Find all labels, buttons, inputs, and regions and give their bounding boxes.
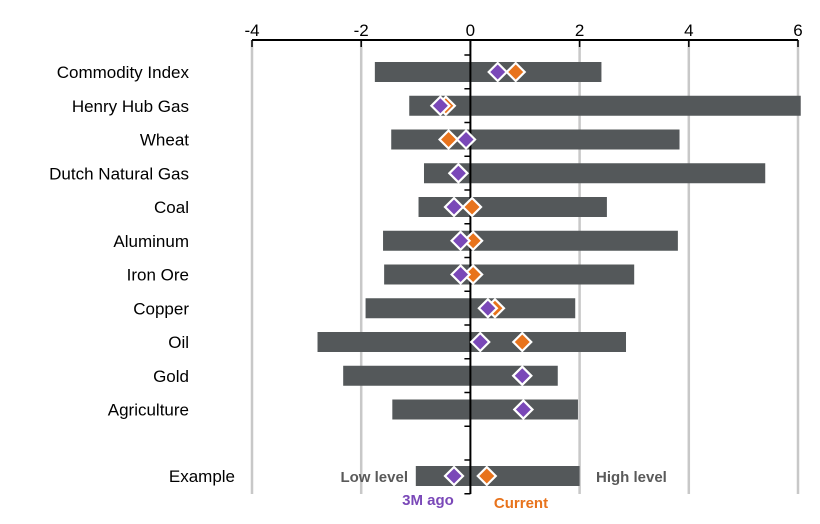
- three-month-ago-marker: [443, 196, 465, 218]
- x-tick-label: 2: [575, 21, 584, 40]
- example-three-month-ago-label: 3M ago: [402, 492, 454, 509]
- category-label: Gold: [153, 367, 189, 386]
- three-month-ago-marker: [487, 61, 509, 83]
- range-bar: [418, 197, 607, 217]
- category-label: Henry Hub Gas: [72, 97, 189, 116]
- current-marker: [505, 61, 527, 83]
- range-bar: [423, 163, 766, 184]
- range-bar: [343, 365, 558, 386]
- three-month-ago-marker: [447, 162, 469, 184]
- x-tick-label: 4: [684, 21, 693, 40]
- three-month-ago-marker: [429, 95, 451, 117]
- three-month-ago-marker: [450, 230, 472, 252]
- example-high-level-label: High level: [596, 469, 667, 486]
- current-marker: [511, 331, 533, 353]
- range-bar: [409, 95, 801, 116]
- labels: -4 -2 0 2 4 6 Commodity Index Henry Hub Gas Whea…: [49, 21, 803, 420]
- x-tick-label: 6: [793, 21, 802, 40]
- range-bar: [384, 264, 635, 285]
- three-month-ago-marker: [469, 331, 491, 353]
- category-label: Agriculture: [108, 401, 189, 420]
- range-bars: [317, 62, 801, 486]
- category-label: Dutch Natural Gas: [49, 164, 189, 183]
- category-label: Commodity Index: [57, 63, 190, 82]
- category-label: Wheat: [140, 131, 189, 150]
- example-three-month-ago-marker: [443, 465, 465, 487]
- example-legend: Example Low level High level 3M ago Current: [169, 467, 667, 512]
- example-current-label: Current: [494, 495, 548, 512]
- current-marker: [461, 196, 483, 218]
- three-month-ago-marker: [450, 263, 472, 286]
- category-label: Coal: [154, 198, 189, 217]
- markers: [429, 61, 534, 487]
- category-label: Copper: [133, 299, 189, 318]
- example-range-bar: [415, 466, 580, 486]
- x-tick-label: -2: [354, 21, 369, 40]
- range-bar: [391, 129, 680, 150]
- category-label: Iron Ore: [127, 266, 189, 285]
- range-bar: [383, 230, 678, 251]
- range-bar: [392, 399, 578, 420]
- current-marker: [438, 128, 460, 151]
- example-label: Example: [169, 467, 235, 486]
- three-month-ago-marker: [512, 398, 534, 421]
- three-month-ago-marker: [477, 297, 499, 319]
- example-current-marker: [476, 465, 498, 487]
- three-month-ago-marker: [455, 128, 477, 151]
- category-label: Oil: [168, 333, 189, 352]
- x-tick-label: -4: [244, 21, 259, 40]
- x-tick-label: 0: [466, 21, 475, 40]
- three-month-ago-marker: [511, 365, 533, 387]
- category-label: Aluminum: [113, 232, 189, 251]
- example-low-level-label: Low level: [340, 469, 408, 486]
